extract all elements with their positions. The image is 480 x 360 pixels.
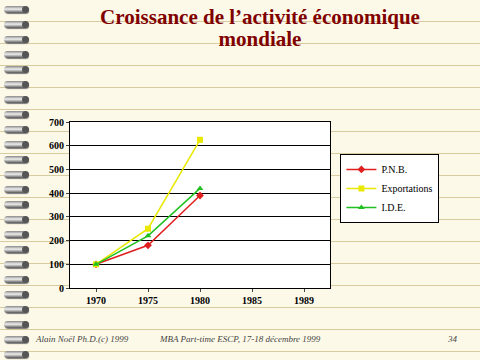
- svg-text:1985: 1985: [242, 295, 262, 306]
- svg-text:Exportations: Exportations: [381, 183, 432, 194]
- svg-text:1989: 1989: [294, 295, 314, 306]
- svg-text:100: 100: [49, 259, 64, 270]
- svg-text:700: 700: [49, 117, 64, 128]
- svg-text:I.D.E.: I.D.E.: [381, 202, 405, 213]
- svg-text:1975: 1975: [138, 295, 158, 306]
- svg-text:600: 600: [49, 140, 64, 151]
- svg-text:400: 400: [49, 188, 64, 199]
- svg-text:P.N.B.: P.N.B.: [381, 164, 407, 175]
- html-text:Alain Noël Ph.D.(c) 1999: Alain Noël Ph.D.(c) 1999: [36, 334, 129, 344]
- svg-text:200: 200: [49, 235, 64, 246]
- html-text:MBA Part-time ESCP, 17-18 déce: MBA Part-time ESCP, 17-18 décembre 1999: [160, 334, 321, 344]
- html-text:34: 34: [448, 334, 457, 344]
- svg-text:300: 300: [49, 211, 64, 222]
- svg-text:0: 0: [59, 283, 64, 294]
- svg-text:1970: 1970: [86, 295, 106, 306]
- svg-text:1980: 1980: [190, 295, 210, 306]
- svg-text:500: 500: [49, 164, 64, 175]
- html-text:Croissance de l’activité écono: Croissance de l’activité économique mond…: [100, 5, 420, 51]
